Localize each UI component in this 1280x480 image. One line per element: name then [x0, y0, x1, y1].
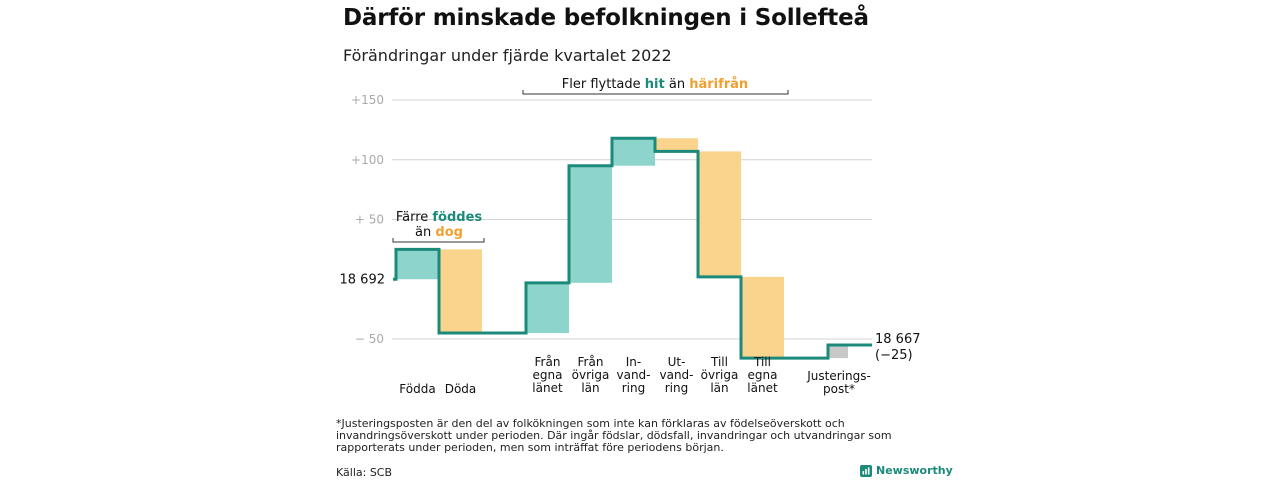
start-value-label: 18 692 [340, 272, 386, 287]
bar-out [439, 249, 482, 334]
annotation-top: Fler flyttade hit än härifrån [562, 77, 748, 92]
x-axis-label: län [581, 381, 599, 395]
brand-name: Newsworthy [876, 464, 953, 477]
x-axis-label: Justerings- [806, 369, 871, 383]
end-value-label: 18 667 [875, 332, 921, 347]
bar-in [612, 138, 655, 166]
x-axis-label: Ut- [668, 355, 686, 369]
bar-in [526, 282, 569, 334]
x-axis-label: vand- [616, 368, 650, 382]
x-axis-label: Till [710, 355, 728, 369]
bar-adjust [828, 344, 848, 359]
x-axis-label: länet [747, 381, 778, 395]
x-axis-label: egna [748, 368, 778, 382]
bar-out [655, 138, 698, 152]
chart-title: Därför minskade befolkningen i Sollefteå [343, 5, 869, 31]
y-tick-label: − 50 [355, 332, 384, 346]
x-axis-label: övriga [701, 368, 739, 382]
x-axis-label: Från [578, 355, 604, 369]
y-tick-label: +100 [351, 153, 384, 167]
y-tick-label: +150 [351, 93, 384, 107]
x-axis-label: vand- [659, 368, 693, 382]
bar-out [698, 151, 741, 277]
footnote: *Justeringsposten är den del av folkökni… [336, 417, 892, 454]
annotation-left-line1: Färre föddes [396, 210, 483, 225]
step-line [393, 136, 872, 360]
source-label: Källa: SCB [336, 466, 393, 479]
x-axis-label: Döda [445, 382, 477, 396]
annotation-left-bracket [392, 238, 485, 243]
end-change-label: (−25) [875, 348, 913, 363]
x-axis-label: Till [753, 355, 771, 369]
bar-in [396, 249, 439, 280]
annotation-left-line2: än dog [415, 225, 463, 240]
newsworthy-logo-icon [860, 464, 872, 477]
x-axis-label: Födda [399, 382, 435, 396]
x-axis-label: länet [532, 381, 563, 395]
x-axis-label: ring [665, 381, 689, 395]
bar-in [569, 165, 612, 283]
brand-logo: Newsworthy [860, 464, 953, 477]
x-axis-label: ring [622, 381, 646, 395]
x-axis-label: Från [535, 355, 561, 369]
x-axis-label: post* [823, 382, 855, 396]
bar-out [741, 276, 784, 359]
x-axis-label: län [710, 381, 728, 395]
chart-subtitle: Förändringar under fjärde kvartalet 2022 [343, 46, 672, 65]
x-axis-label: In- [626, 355, 641, 369]
y-tick-label: + 50 [355, 213, 384, 227]
x-axis-label: egna [533, 368, 563, 382]
x-axis-label: övriga [572, 368, 610, 382]
annotation-top-bracket [522, 90, 789, 95]
